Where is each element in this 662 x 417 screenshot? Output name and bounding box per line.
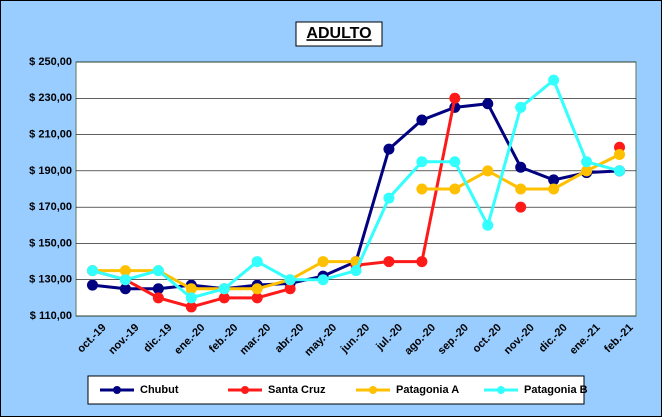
data-point — [119, 283, 131, 295]
data-point — [482, 165, 494, 177]
y-tick-label: $ 150,00 — [29, 237, 72, 249]
data-point — [581, 165, 593, 177]
data-point — [317, 274, 329, 286]
y-tick-label: $ 130,00 — [29, 274, 72, 286]
legend-label: Santa Cruz — [268, 384, 326, 396]
data-point — [416, 256, 428, 268]
data-point — [449, 183, 461, 195]
data-point — [152, 265, 164, 277]
data-point — [185, 283, 197, 295]
data-point — [86, 265, 98, 277]
data-point — [86, 279, 98, 291]
data-point — [185, 301, 197, 313]
data-point — [449, 156, 461, 168]
data-point — [548, 183, 560, 195]
data-point — [383, 192, 395, 204]
data-point — [482, 98, 494, 110]
data-point — [317, 256, 329, 268]
title-box — [295, 21, 383, 47]
y-tick-label: $ 250,00 — [29, 56, 72, 68]
data-point — [416, 183, 428, 195]
legend-marker — [241, 386, 249, 394]
data-point — [548, 74, 560, 86]
y-tick-label: $ 210,00 — [29, 128, 72, 140]
chart-title: ADULTO — [306, 25, 371, 42]
data-point — [251, 283, 263, 295]
data-point — [185, 292, 197, 304]
data-point — [251, 292, 263, 304]
data-point — [515, 161, 527, 173]
data-point — [119, 274, 131, 286]
legend-label: Chubut — [140, 384, 179, 396]
data-point — [515, 201, 527, 213]
data-point — [218, 292, 230, 304]
data-point — [251, 256, 263, 268]
legend-label: Patagonia A — [396, 384, 459, 396]
data-point — [548, 174, 560, 186]
data-point — [152, 283, 164, 295]
data-point — [383, 256, 395, 268]
data-point — [284, 274, 296, 286]
legend-label: Patagonia B — [524, 384, 588, 396]
legend-marker — [113, 386, 121, 394]
data-point — [284, 283, 296, 295]
legend-marker — [369, 386, 377, 394]
y-tick-label: $ 190,00 — [29, 165, 72, 177]
y-tick-label: $ 230,00 — [29, 92, 72, 104]
data-point — [449, 92, 461, 104]
data-point — [482, 219, 494, 231]
data-point — [515, 101, 527, 113]
data-point — [515, 183, 527, 195]
legend-marker — [497, 386, 505, 394]
data-point — [614, 149, 626, 161]
y-tick-label: $ 170,00 — [29, 201, 72, 213]
y-tick-label: $ 110,00 — [30, 310, 72, 322]
data-point — [581, 156, 593, 168]
data-point — [416, 114, 428, 126]
data-point — [350, 265, 362, 277]
data-point — [614, 165, 626, 177]
data-point — [416, 156, 428, 168]
data-point — [119, 265, 131, 277]
data-point — [383, 143, 395, 155]
data-point — [218, 283, 230, 295]
data-point — [152, 292, 164, 304]
